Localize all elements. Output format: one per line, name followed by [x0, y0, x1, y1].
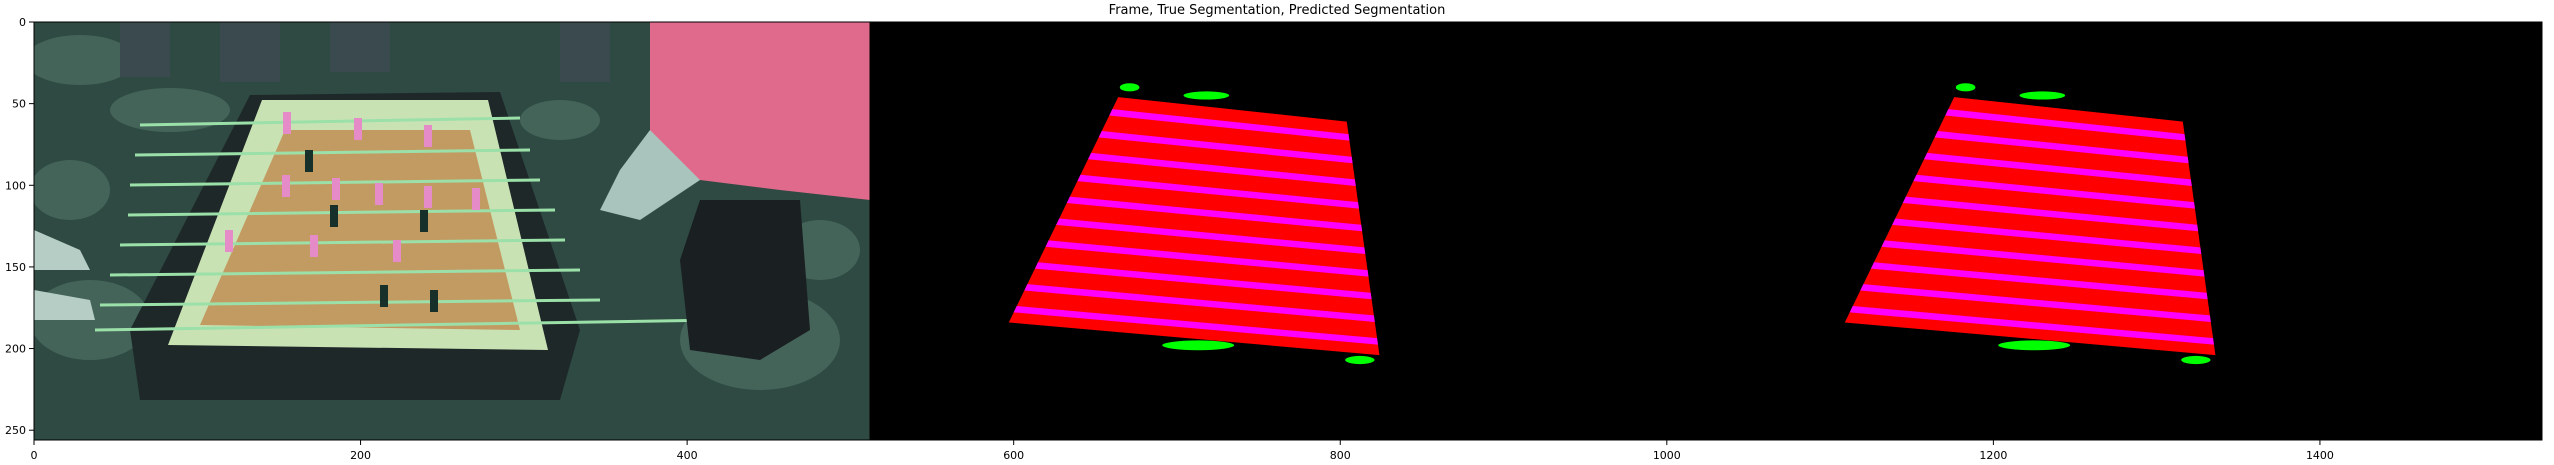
rod-row-stripe: [1934, 131, 2189, 164]
y-tick-label: 50: [12, 98, 26, 111]
rod-row-stripe: [1098, 131, 1353, 164]
rod-row-stripe: [1056, 218, 1366, 254]
goal-marker: [1345, 355, 1375, 365]
rod-row-stripe: [1034, 262, 1372, 300]
goal-marker: [2181, 355, 2211, 365]
x-tick-label: 1000: [1653, 449, 1681, 462]
figure-title: Frame, True Segmentation, Predicted Segm…: [1108, 3, 1446, 18]
rod-row-stripe: [1945, 109, 2186, 141]
goal-marker: [1998, 340, 2071, 351]
rod-row-stripe: [1892, 218, 2202, 254]
x-tick-label: 600: [1003, 449, 1024, 462]
rod-row-stripe: [1066, 196, 1363, 232]
x-tick-label: 200: [350, 449, 371, 462]
rod-row-stripe: [1913, 174, 2195, 209]
y-tick-label: 0: [19, 16, 26, 29]
x-tick-label: 0: [31, 449, 38, 462]
rod-row-stripe: [1024, 284, 1375, 322]
x-tick-label: 800: [1330, 449, 1351, 462]
y-tick-label: 250: [5, 424, 26, 437]
axes-frame: [33, 21, 2543, 441]
x-axis: 0 200 400 600 800 1000 1200 1400: [31, 440, 2334, 462]
goal-marker: [1119, 83, 1140, 92]
rod-row-stripe: [1860, 284, 2211, 322]
goal-marker: [1183, 91, 1230, 100]
predicted-segmentation-mask: [1844, 83, 2216, 365]
rod-row-stripe: [1109, 109, 1350, 141]
goal-marker: [1955, 83, 1976, 92]
goal-marker: [2019, 91, 2066, 100]
rod-row-stripe: [1013, 306, 1378, 345]
person-shirt: [650, 22, 870, 200]
y-tick-label: 100: [5, 179, 26, 192]
rod-row-stripe: [1088, 152, 1356, 186]
x-tick-label: 1200: [1979, 449, 2007, 462]
x-tick-label: 1400: [2306, 449, 2334, 462]
rod-row-stripe: [1881, 240, 2205, 277]
true-segmentation-mask: [1008, 83, 1380, 365]
person-arm: [600, 130, 700, 220]
frame-image: [34, 22, 870, 440]
y-axis: 0 50 100 150 200 250: [5, 16, 34, 437]
y-tick-label: 200: [5, 343, 26, 356]
rod-row-stripe: [1870, 262, 2208, 300]
goal-marker: [1162, 340, 1235, 351]
rod-row-stripe: [1902, 196, 2199, 232]
y-tick-label: 150: [5, 261, 26, 274]
x-tick-label: 400: [677, 449, 698, 462]
rod-row-stripe: [1924, 152, 2192, 186]
rod-row-stripe: [1077, 174, 1359, 209]
rod-row-stripe: [1045, 240, 1369, 277]
rod-row-stripe: [1849, 306, 2214, 345]
